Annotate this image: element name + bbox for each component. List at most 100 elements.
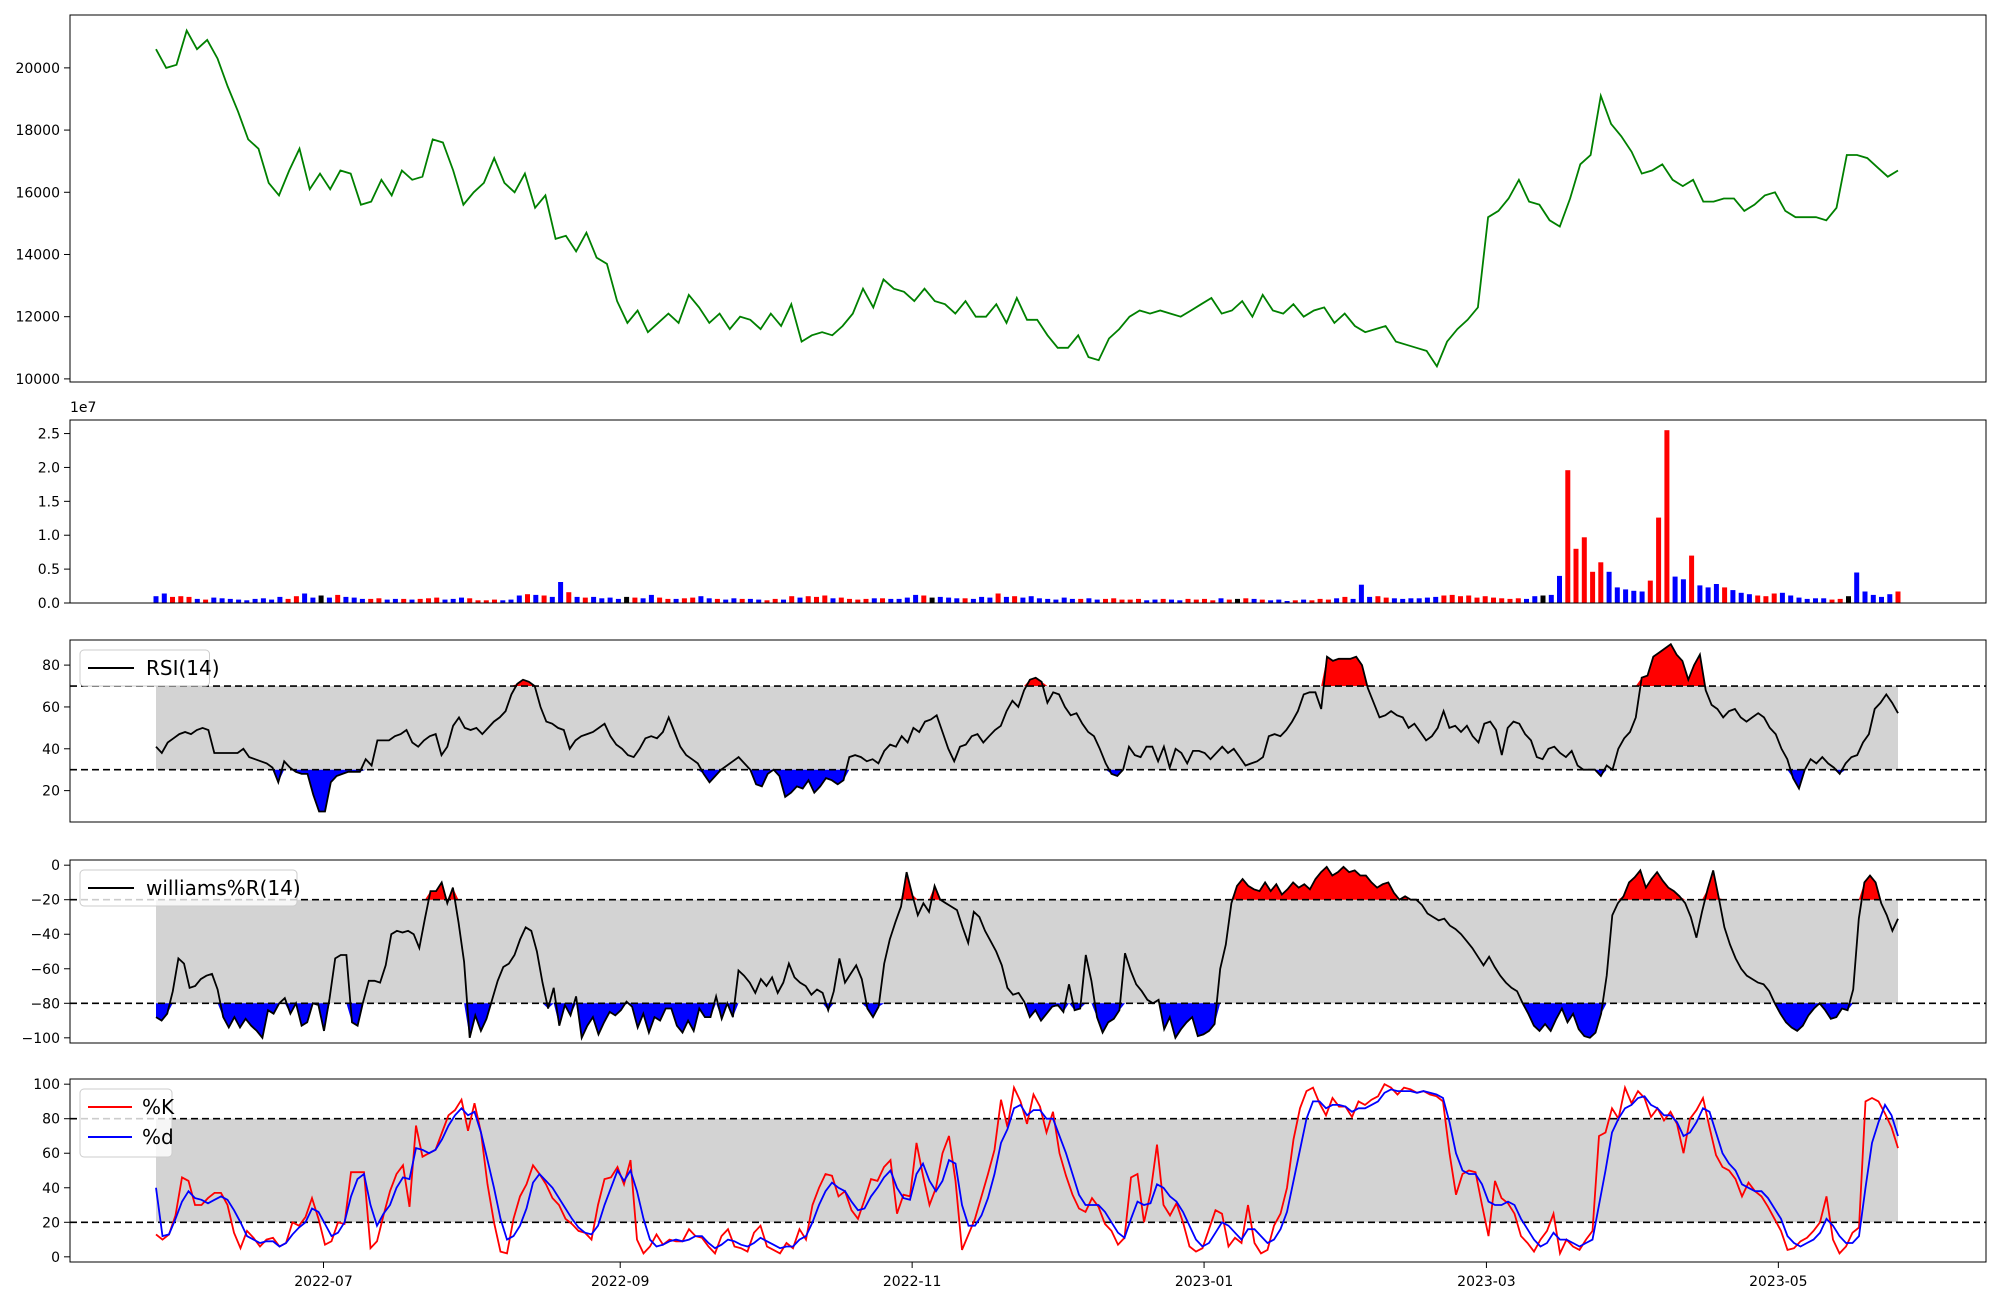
- volume-bar: [318, 595, 324, 603]
- volume-bar: [921, 595, 927, 603]
- volume-bar: [1623, 589, 1629, 603]
- volume-bar: [1705, 587, 1711, 603]
- volume-bar: [1482, 596, 1488, 603]
- panel-williams: 0 −20 −40 −60 −80 −100 williams%R(14): [22, 858, 1987, 1047]
- volume-bar: [929, 597, 935, 603]
- volume-bar: [1160, 598, 1166, 603]
- volume-bar: [607, 597, 613, 603]
- y-tick-label: 0: [51, 858, 60, 874]
- oversold-fill: [156, 1003, 1898, 1038]
- volume-bar: [615, 598, 621, 603]
- volume-bar: [1251, 598, 1257, 603]
- volume-bar: [1069, 598, 1075, 603]
- legend: RSI(14): [79, 649, 220, 687]
- volume-bar: [1515, 598, 1521, 603]
- volume-bar: [442, 599, 448, 603]
- volume-bar: [690, 597, 696, 603]
- volume-bar: [772, 598, 778, 603]
- volume-bar: [871, 598, 877, 603]
- volume-bar: [747, 598, 753, 603]
- neutral-band: [156, 899, 1898, 1004]
- volume-bar: [326, 597, 332, 603]
- volume-bar: [1813, 598, 1818, 603]
- volume-bar: [756, 599, 762, 603]
- volume-bar: [1491, 597, 1496, 603]
- volume-bar: [1557, 575, 1562, 603]
- volume-bar: [508, 599, 514, 603]
- y-tick-label: 60: [42, 700, 60, 716]
- volume-bar: [1532, 596, 1538, 603]
- volume-bar: [1202, 598, 1207, 603]
- y-tick-label: 40: [42, 742, 60, 758]
- volume-bar: [1416, 598, 1422, 603]
- volume-bar: [170, 596, 175, 603]
- volume-bar: [962, 598, 968, 603]
- volume-bar: [1598, 562, 1604, 603]
- volume-bar: [1837, 598, 1843, 603]
- oversold-fill: [156, 769, 1898, 812]
- volume-bar: [1152, 599, 1158, 603]
- y-tick-label: −60: [30, 962, 60, 978]
- volume-bar: [1647, 580, 1653, 603]
- volume-bar: [1103, 598, 1108, 603]
- volume-bar: [1028, 596, 1034, 603]
- y-tick-label: 100: [33, 1077, 60, 1093]
- y-tick-label: 16000: [15, 185, 60, 201]
- axes-frame: [69, 14, 1987, 383]
- y-tick-label: 0.5: [38, 562, 60, 578]
- legend-box: [79, 869, 298, 907]
- volume-bar: [789, 596, 795, 603]
- stoch-series-0: [155, 1082, 1899, 1257]
- volume-bar: [731, 598, 737, 603]
- volume-bar: [1664, 430, 1670, 603]
- legend-label: RSI(14): [146, 656, 220, 680]
- volume-bar: [838, 597, 844, 603]
- volume-offset-text: 1e7: [70, 400, 96, 416]
- volume-bar: [1210, 600, 1216, 603]
- volume-bar: [574, 596, 580, 603]
- volume-bar: [640, 598, 646, 603]
- volume-bar: [227, 598, 233, 603]
- volume-bar: [1656, 517, 1662, 603]
- volume-bar: [1499, 598, 1505, 603]
- volume-bar: [1309, 600, 1315, 603]
- volume-bar: [310, 597, 316, 603]
- y-tick-label: 20: [42, 784, 60, 800]
- volume-bar: [1573, 548, 1579, 603]
- y-tick-label: 10000: [15, 372, 60, 388]
- volume-bar: [946, 597, 952, 603]
- volume-bar: [954, 598, 960, 603]
- volume-bar: [1177, 600, 1183, 603]
- y-tick-label: −80: [30, 996, 60, 1012]
- panel-rsi: 20 40 60 80 RSI(14): [42, 639, 1987, 823]
- volume-bar: [1763, 596, 1769, 603]
- volume-bar: [673, 598, 679, 603]
- y-tick-label: 1.0: [38, 528, 60, 544]
- volume-bar: [335, 594, 341, 603]
- volume-bar: [1334, 598, 1340, 603]
- volume-bar: [1738, 592, 1744, 603]
- volume-bar: [541, 595, 547, 603]
- volume-bar: [1581, 537, 1587, 603]
- volume-bar: [459, 597, 464, 603]
- volume-bar: [161, 593, 167, 603]
- volume-bar: [1771, 593, 1777, 603]
- volume-bar: [797, 597, 803, 603]
- y-tick-label: −40: [30, 927, 60, 943]
- volume-bar: [1367, 596, 1373, 603]
- volume-bar: [1268, 600, 1274, 603]
- volume-bar: [211, 597, 217, 603]
- volume-bar: [1094, 599, 1100, 603]
- volume-bar: [1111, 598, 1117, 603]
- volume-bar: [203, 599, 209, 603]
- volume-bar: [500, 600, 506, 603]
- volume-bar: [1779, 592, 1785, 603]
- volume-bar: [1755, 595, 1761, 603]
- volume-bar: [1193, 599, 1199, 603]
- rsi-line: [155, 642, 1899, 813]
- volume-bar: [1259, 599, 1265, 603]
- volume-bar: [1862, 591, 1868, 603]
- volume-bar: [1639, 591, 1645, 603]
- y-tick-label: −20: [30, 893, 60, 909]
- volume-bar: [1226, 599, 1232, 603]
